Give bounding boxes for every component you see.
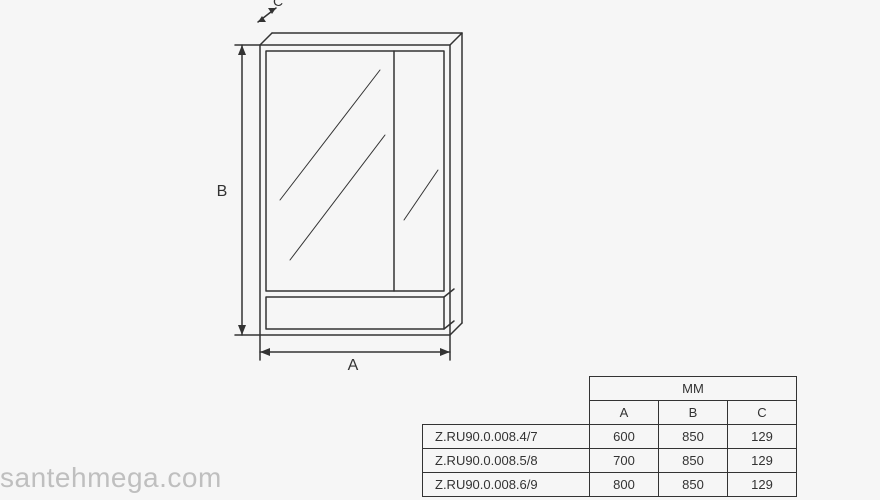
cell-value: 129	[728, 473, 797, 497]
table-row: Z.RU90.0.008.5/8 700 850 129	[423, 449, 797, 473]
row-label: Z.RU90.0.008.6/9	[423, 473, 590, 497]
cell-value: 850	[659, 449, 728, 473]
cell-value: 600	[590, 425, 659, 449]
cell-value: 129	[728, 449, 797, 473]
cell-value: 129	[728, 425, 797, 449]
dimension-label-c: C	[273, 0, 283, 9]
table-header-columns-row: A B C	[423, 401, 797, 425]
column-header: A	[590, 401, 659, 425]
unit-header: MM	[590, 377, 797, 401]
watermark-text: santehmega.com	[0, 462, 222, 494]
row-label: Z.RU90.0.008.4/7	[423, 425, 590, 449]
column-header: C	[728, 401, 797, 425]
table-row: Z.RU90.0.008.4/7 600 850 129	[423, 425, 797, 449]
column-header: B	[659, 401, 728, 425]
cell-value: 800	[590, 473, 659, 497]
cell-value: 850	[659, 425, 728, 449]
row-label: Z.RU90.0.008.5/8	[423, 449, 590, 473]
table-row: Z.RU90.0.008.6/9 800 850 129	[423, 473, 797, 497]
cell-value: 700	[590, 449, 659, 473]
dimension-label-b: B	[217, 183, 228, 200]
dimension-label-a: A	[348, 357, 359, 374]
cabinet-technical-drawing: A B C	[180, 0, 500, 400]
cell-value: 850	[659, 473, 728, 497]
table-header-unit-row: MM	[423, 377, 797, 401]
dimensions-table: MM A B C Z.RU90.0.008.4/7 600 850 129 Z.…	[422, 376, 797, 497]
